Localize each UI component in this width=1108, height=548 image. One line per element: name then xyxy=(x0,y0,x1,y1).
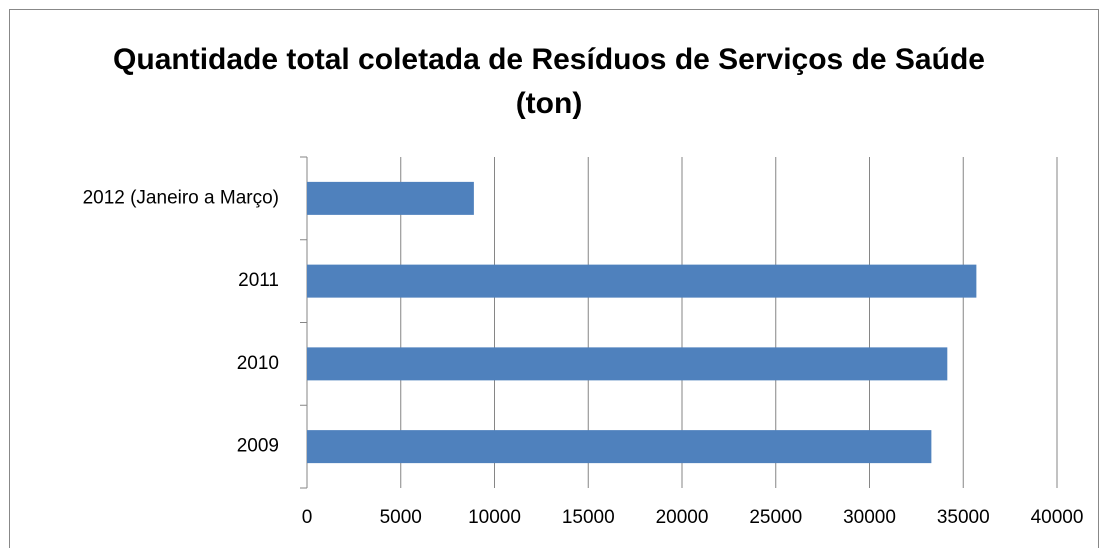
y-tick-label: 2011 xyxy=(238,270,279,291)
x-tick-label: 35000 xyxy=(937,507,990,528)
x-tick-label: 15000 xyxy=(562,507,615,528)
bar xyxy=(307,347,948,381)
x-tick-label: 30000 xyxy=(843,507,896,528)
chart-title: Quantidade total coletada de Resíduos de… xyxy=(113,43,985,120)
bar xyxy=(307,264,977,298)
y-tick-label: 2009 xyxy=(237,436,279,457)
x-tick-label: 20000 xyxy=(656,507,709,528)
bar xyxy=(307,181,474,215)
x-tick-label: 25000 xyxy=(749,507,802,528)
x-tick-label: 10000 xyxy=(468,507,521,528)
y-tick-label: 2012 (Janeiro a Março) xyxy=(83,187,279,208)
x-tick-label: 0 xyxy=(302,507,313,528)
y-tick-label: 2010 xyxy=(237,353,279,374)
x-tick-label: 40000 xyxy=(1031,507,1084,528)
chart-border xyxy=(9,9,1099,548)
x-tick-label: 5000 xyxy=(380,507,422,528)
bar xyxy=(307,430,932,464)
